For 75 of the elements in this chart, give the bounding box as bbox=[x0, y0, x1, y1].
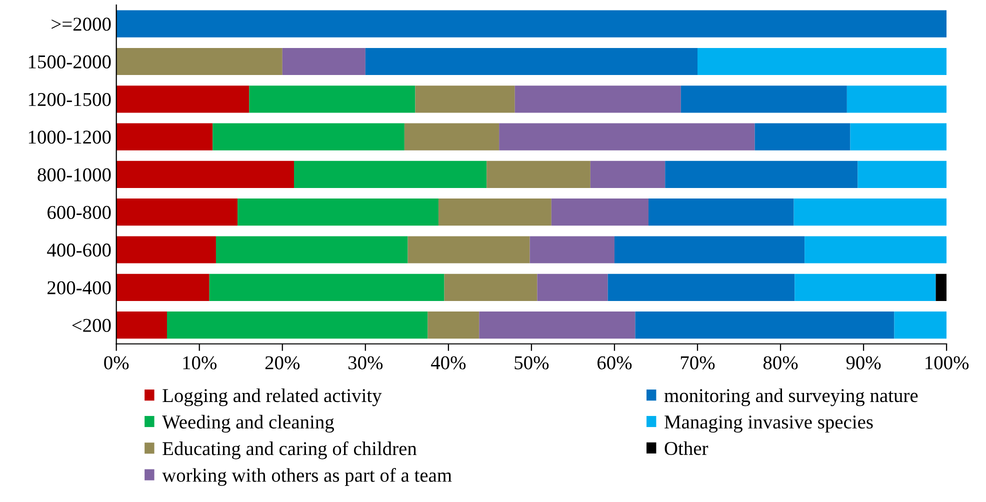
bar bbox=[116, 48, 282, 76]
bar bbox=[444, 274, 538, 301]
legend-label: working with others as part of a team bbox=[162, 468, 452, 486]
legend-label: Other bbox=[664, 441, 708, 456]
legend-label: Logging and related activity bbox=[162, 388, 382, 406]
bar bbox=[537, 274, 608, 301]
bar bbox=[294, 160, 487, 188]
bar bbox=[648, 198, 794, 226]
bar bbox=[408, 236, 530, 264]
bar bbox=[116, 236, 216, 264]
bar bbox=[697, 48, 947, 76]
y-tick-label: 200-400 bbox=[48, 281, 111, 294]
x-tick-label: 60% bbox=[597, 356, 632, 370]
x-tick-label: 90% bbox=[846, 356, 881, 370]
bar bbox=[116, 86, 250, 113]
bar bbox=[216, 236, 408, 264]
x-tick-label: 80% bbox=[763, 356, 798, 370]
x-tick-label: 10% bbox=[183, 356, 217, 370]
bar bbox=[116, 10, 947, 38]
bar bbox=[608, 274, 795, 301]
bar bbox=[282, 48, 366, 76]
bar bbox=[479, 311, 636, 339]
bar bbox=[404, 123, 500, 150]
legend-label: Educating and caring of children bbox=[162, 441, 417, 460]
bar bbox=[846, 86, 947, 113]
bar bbox=[365, 48, 698, 76]
y-tick-label: >=2000 bbox=[52, 18, 111, 31]
y-tick-label: 1500-2000 bbox=[28, 55, 111, 68]
bar bbox=[894, 311, 947, 339]
x-tick-label: 100% bbox=[926, 356, 969, 370]
bar bbox=[680, 86, 847, 113]
y-tick-label: 1000-1200 bbox=[28, 130, 111, 144]
bar bbox=[428, 311, 480, 339]
legend-label: Managing invasive species bbox=[664, 416, 873, 433]
x-tick-label: 40% bbox=[430, 356, 466, 370]
bar bbox=[551, 198, 649, 226]
x-tick-label: 0% bbox=[104, 356, 129, 370]
bar bbox=[614, 236, 805, 264]
y-tick-label: 800-1000 bbox=[38, 168, 111, 182]
legend-label: monitoring and surveying nature bbox=[664, 388, 918, 406]
x-tick-label: 50% bbox=[514, 356, 549, 370]
bar bbox=[116, 311, 167, 339]
bar bbox=[249, 86, 416, 113]
bar bbox=[116, 160, 294, 188]
x-tick-label: 20% bbox=[265, 356, 300, 370]
bar bbox=[116, 274, 210, 301]
y-tick-label: 1200-1500 bbox=[28, 92, 111, 106]
y-tick-label: 400-600 bbox=[47, 244, 111, 257]
x-tick-label: 30% bbox=[348, 356, 383, 370]
bar bbox=[530, 236, 614, 264]
bar bbox=[665, 160, 858, 188]
bar bbox=[166, 311, 428, 339]
bar bbox=[209, 274, 444, 301]
bar bbox=[850, 123, 947, 150]
bar bbox=[794, 198, 947, 226]
bar bbox=[499, 123, 755, 150]
bar bbox=[858, 160, 947, 188]
bar bbox=[486, 160, 590, 188]
bar bbox=[754, 123, 850, 150]
x-tick-label: 70% bbox=[680, 356, 715, 370]
bar bbox=[804, 236, 947, 264]
bar bbox=[116, 123, 213, 150]
bar bbox=[238, 198, 438, 226]
bar bbox=[635, 311, 894, 339]
bar bbox=[590, 160, 666, 188]
bar bbox=[415, 86, 515, 113]
bar bbox=[936, 274, 947, 301]
y-tick-label: <200 bbox=[72, 318, 111, 332]
bar bbox=[514, 86, 681, 113]
bar bbox=[794, 274, 936, 301]
bar bbox=[116, 198, 238, 226]
y-tick-label: 600-800 bbox=[48, 206, 111, 220]
bar bbox=[212, 123, 404, 150]
bar bbox=[438, 198, 552, 226]
legend-label: Weeding and cleaning bbox=[162, 414, 334, 433]
